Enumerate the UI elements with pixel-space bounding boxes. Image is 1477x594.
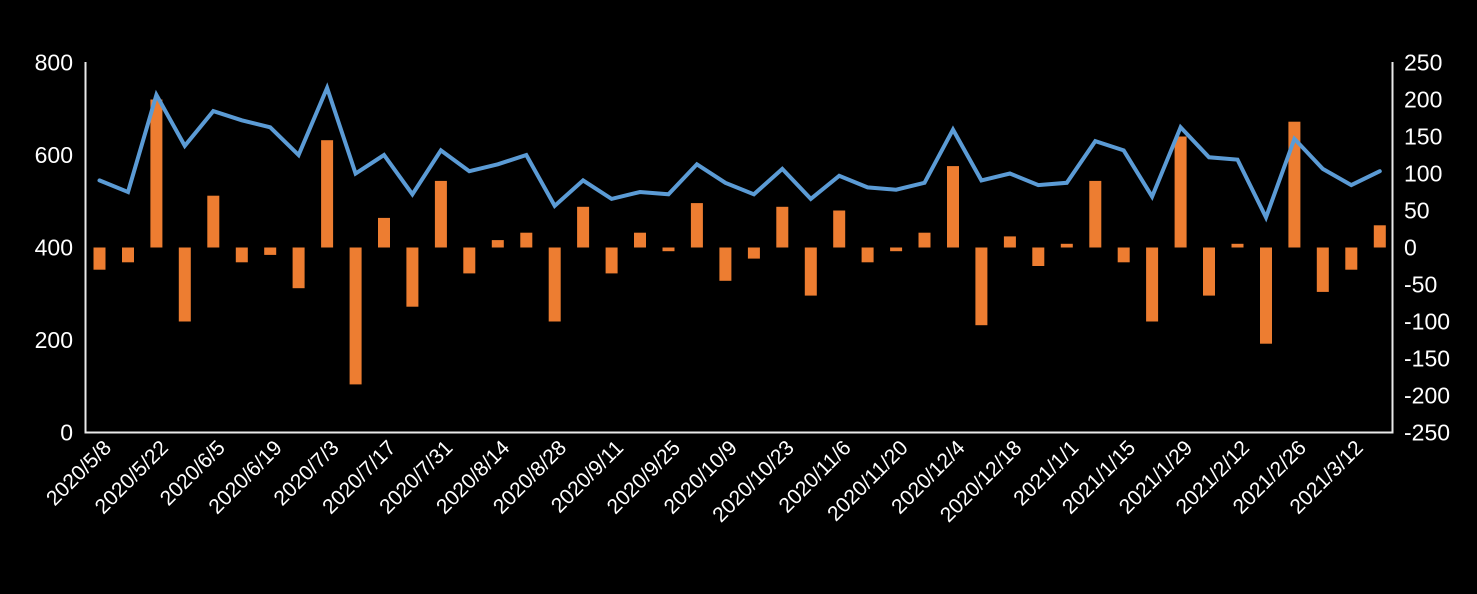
bar xyxy=(1117,247,1130,263)
bar xyxy=(378,217,390,248)
bar xyxy=(1231,243,1244,248)
right-axis-labels: 250 200 150 100 50 0 -50 -100 -150 -200 -250 xyxy=(1404,50,1450,446)
bar xyxy=(1032,247,1045,266)
bar xyxy=(690,203,703,248)
right-axis-tick-label: -150 xyxy=(1404,346,1450,372)
bar xyxy=(634,232,646,248)
bar xyxy=(890,247,903,252)
bar xyxy=(1260,247,1272,344)
bar xyxy=(178,247,191,322)
bar xyxy=(1060,243,1073,248)
bar xyxy=(1373,225,1386,248)
bar-series xyxy=(93,99,1386,385)
left-axis-tick-label: 200 xyxy=(35,327,73,353)
bar xyxy=(1345,247,1358,270)
bar xyxy=(548,247,561,322)
right-axis-tick-label: 50 xyxy=(1404,198,1430,224)
bar xyxy=(947,166,959,248)
bar xyxy=(463,247,476,274)
bar xyxy=(520,232,533,248)
bar xyxy=(804,247,817,296)
bar xyxy=(1146,247,1159,322)
bar xyxy=(93,247,106,270)
bar xyxy=(833,210,846,248)
right-axis-tick-label: -200 xyxy=(1404,383,1450,409)
bar xyxy=(264,247,277,255)
bar xyxy=(1089,180,1102,248)
left-axis-labels: 800 600 400 200 0 xyxy=(35,50,73,446)
line-series xyxy=(97,82,1382,223)
right-axis-tick-label: 100 xyxy=(1404,161,1442,187)
bar xyxy=(1316,247,1329,292)
bar xyxy=(1174,136,1187,248)
bar xyxy=(918,232,931,248)
bar xyxy=(861,247,874,263)
left-axis-tick-label: 0 xyxy=(60,420,73,446)
left-axis-tick-label: 800 xyxy=(35,50,73,76)
right-axis-tick-label: -100 xyxy=(1404,309,1450,335)
bar xyxy=(662,247,675,252)
bar xyxy=(292,247,305,289)
right-axis-tick-label: 150 xyxy=(1404,124,1442,150)
bar xyxy=(207,195,220,248)
left-axis-tick-label: 600 xyxy=(35,142,73,168)
bar xyxy=(776,206,789,248)
bar xyxy=(605,247,618,274)
bar xyxy=(321,140,334,248)
bar xyxy=(406,247,419,307)
bar xyxy=(1288,121,1301,248)
bar xyxy=(719,247,732,281)
bar xyxy=(577,206,590,248)
bar xyxy=(491,240,504,248)
axis-lines xyxy=(84,62,1394,434)
left-axis-tick-label: 400 xyxy=(35,235,73,261)
right-axis-tick-label: 0 xyxy=(1404,235,1417,261)
bar xyxy=(349,247,362,385)
bar xyxy=(434,180,447,248)
right-axis-tick-label: 200 xyxy=(1404,87,1442,113)
right-axis-tick-label: 250 xyxy=(1404,50,1442,76)
bar xyxy=(975,247,988,326)
bar xyxy=(1203,247,1215,296)
bar xyxy=(122,247,134,263)
bar xyxy=(150,99,163,248)
bar xyxy=(747,247,760,259)
right-axis-tick-label: -50 xyxy=(1404,272,1437,298)
bar xyxy=(1003,236,1016,248)
right-axis-tick-label: -250 xyxy=(1404,420,1450,446)
bar xyxy=(235,247,248,263)
